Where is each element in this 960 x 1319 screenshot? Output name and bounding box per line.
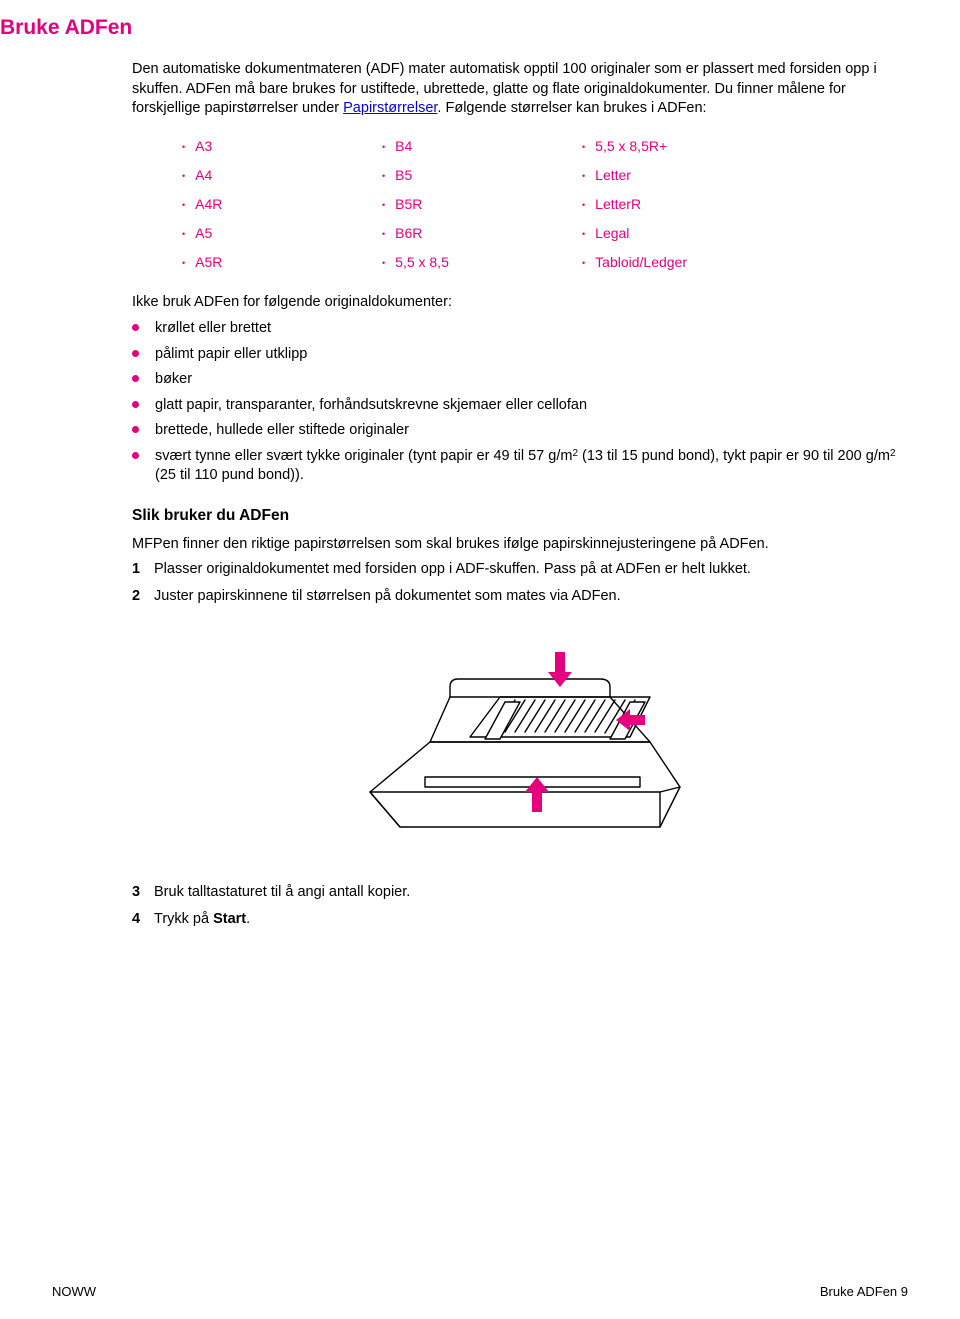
bullet-dot-icon: • [382,258,385,268]
step-item: 1Plasser originaldokumentet med forsiden… [132,560,908,580]
bullet-dot-icon: • [182,229,185,239]
size-label: B6R [395,225,422,241]
size-label: 5,5 x 8,5 [395,254,449,270]
bullet-dot-icon: • [182,258,185,268]
bullet-dot-icon: • [182,200,185,210]
steps-bottom: 3Bruk talltastaturet til å angi antall k… [132,883,908,929]
step-item: 3Bruk talltastaturet til å angi antall k… [132,883,908,903]
list-item: svært tynne eller svært tykke originaler… [132,447,908,486]
list-item-text: svært tynne eller svært tykke originaler… [155,447,908,486]
do-not-list: krøllet eller brettet pålimt papir eller … [132,319,908,486]
page-footer: NOWW Bruke ADFen 9 [0,1283,960,1301]
size-cell: • B5 [382,166,582,185]
size-label: B4 [395,138,412,154]
size-label: A5 [195,225,212,241]
size-cell: • B4 [382,137,582,156]
size-cell: • Letter [582,166,782,185]
step-number: 3 [132,883,154,903]
steps-top: 1Plasser originaldokumentet med forsiden… [132,560,908,606]
size-cell: • Tabloid/Ledger [582,253,782,272]
do-not-intro: Ikke bruk ADFen for følgende originaldok… [132,293,908,313]
section-heading: Slik bruker du ADFen [132,506,908,527]
list-item-text: glatt papir, transparanter, forhåndsutsk… [155,396,908,416]
bullet-dot-icon: • [582,171,585,181]
bullet-dot-icon [132,324,139,331]
bullet-dot-icon [132,452,139,459]
step-item: 4Trykk på Start. [132,910,908,930]
superscript: 2 [890,448,896,459]
size-cell: • A5 [182,224,382,243]
bullet-dot-icon [132,426,139,433]
list-item: brettede, hullede eller stiftede origina… [132,421,908,441]
size-label: B5 [395,167,412,183]
page-title: Bruke ADFen [0,14,908,42]
bullet-dot-icon: • [382,142,385,152]
size-row: • A4 • B5 • Letter [182,166,908,185]
step-number: 2 [132,587,154,607]
bullet-dot-icon [132,350,139,357]
size-label: A4R [195,196,222,212]
size-cell: • LetterR [582,195,782,214]
step-text: Bruk talltastaturet til å angi antall ko… [154,883,908,903]
bullet-dot-icon: • [582,200,585,210]
bullet-dot-icon: • [182,171,185,181]
bullet-dot-icon [132,401,139,408]
paper-sizes-link[interactable]: Papirstørrelser [343,100,437,116]
bullet-dot-icon: • [382,229,385,239]
footer-left: NOWW [52,1283,96,1301]
size-cell: • A4R [182,195,382,214]
size-cell: • A4 [182,166,382,185]
step-text: Juster papirskinnene til størrelsen på d… [154,587,908,607]
size-cell: • A3 [182,137,382,156]
size-label: A5R [195,254,222,270]
step-number: 4 [132,910,154,930]
section-intro: MFPen finner den riktige papirstørrelsen… [132,535,908,555]
size-cell: • 5,5 x 8,5R+ [582,137,782,156]
list-item: glatt papir, transparanter, forhåndsutsk… [132,396,908,416]
list-item-text: brettede, hullede eller stiftede origina… [155,421,908,441]
step-item: 2Juster papirskinnene til størrelsen på … [132,587,908,607]
size-row: • A4R • B5R • LetterR [182,195,908,214]
bullet-dot-icon: • [182,142,185,152]
list-item-text: bøker [155,370,908,390]
size-label: Legal [595,225,629,241]
size-label: 5,5 x 8,5R+ [595,138,667,154]
step-text: Plasser originaldokumentet med forsiden … [154,560,908,580]
bullet-dot-icon: • [582,142,585,152]
size-row: • A3 • B4 • 5,5 x 8,5R+ [182,137,908,156]
list-item-text: krøllet eller brettet [155,319,908,339]
size-cell: • Legal [582,224,782,243]
list-item: pålimt papir eller utklipp [132,345,908,365]
adf-device-icon [350,627,690,857]
list-item: bøker [132,370,908,390]
bullet-dot-icon: • [582,229,585,239]
bullet-dot-icon: • [382,200,385,210]
size-label: A4 [195,167,212,183]
size-cell: • 5,5 x 8,5 [382,253,582,272]
adf-illustration [132,627,908,864]
size-label: Letter [595,167,631,183]
size-cell: • A5R [182,253,382,272]
list-item-text: pålimt papir eller utklipp [155,345,908,365]
intro-paragraph: Den automatiske dokumentmateren (ADF) ma… [132,60,908,119]
intro-text-after: . Følgende størrelser kan brukes i ADFen… [437,100,706,116]
size-label: Tabloid/Ledger [595,254,687,270]
size-row: • A5 • B6R • Legal [182,224,908,243]
size-cell: • B5R [382,195,582,214]
size-label: B5R [395,196,422,212]
size-label: LetterR [595,196,641,212]
paper-sizes-table: •A3•B4•5,5 x 8,5R+•A4•B5•Letter•A4R•B5R•… [182,137,908,271]
list-item: krøllet eller brettet [132,319,908,339]
superscript: 2 [572,448,578,459]
size-row: • A5R • 5,5 x 8,5 • Tabloid/Ledger [182,253,908,272]
bullet-dot-icon [132,375,139,382]
footer-right: Bruke ADFen 9 [820,1283,908,1301]
step-number: 1 [132,560,154,580]
start-label: Start [213,911,246,927]
bullet-dot-icon: • [582,258,585,268]
size-label: A3 [195,138,212,154]
step-text: Trykk på Start. [154,910,908,930]
size-cell: • B6R [382,224,582,243]
bullet-dot-icon: • [382,171,385,181]
